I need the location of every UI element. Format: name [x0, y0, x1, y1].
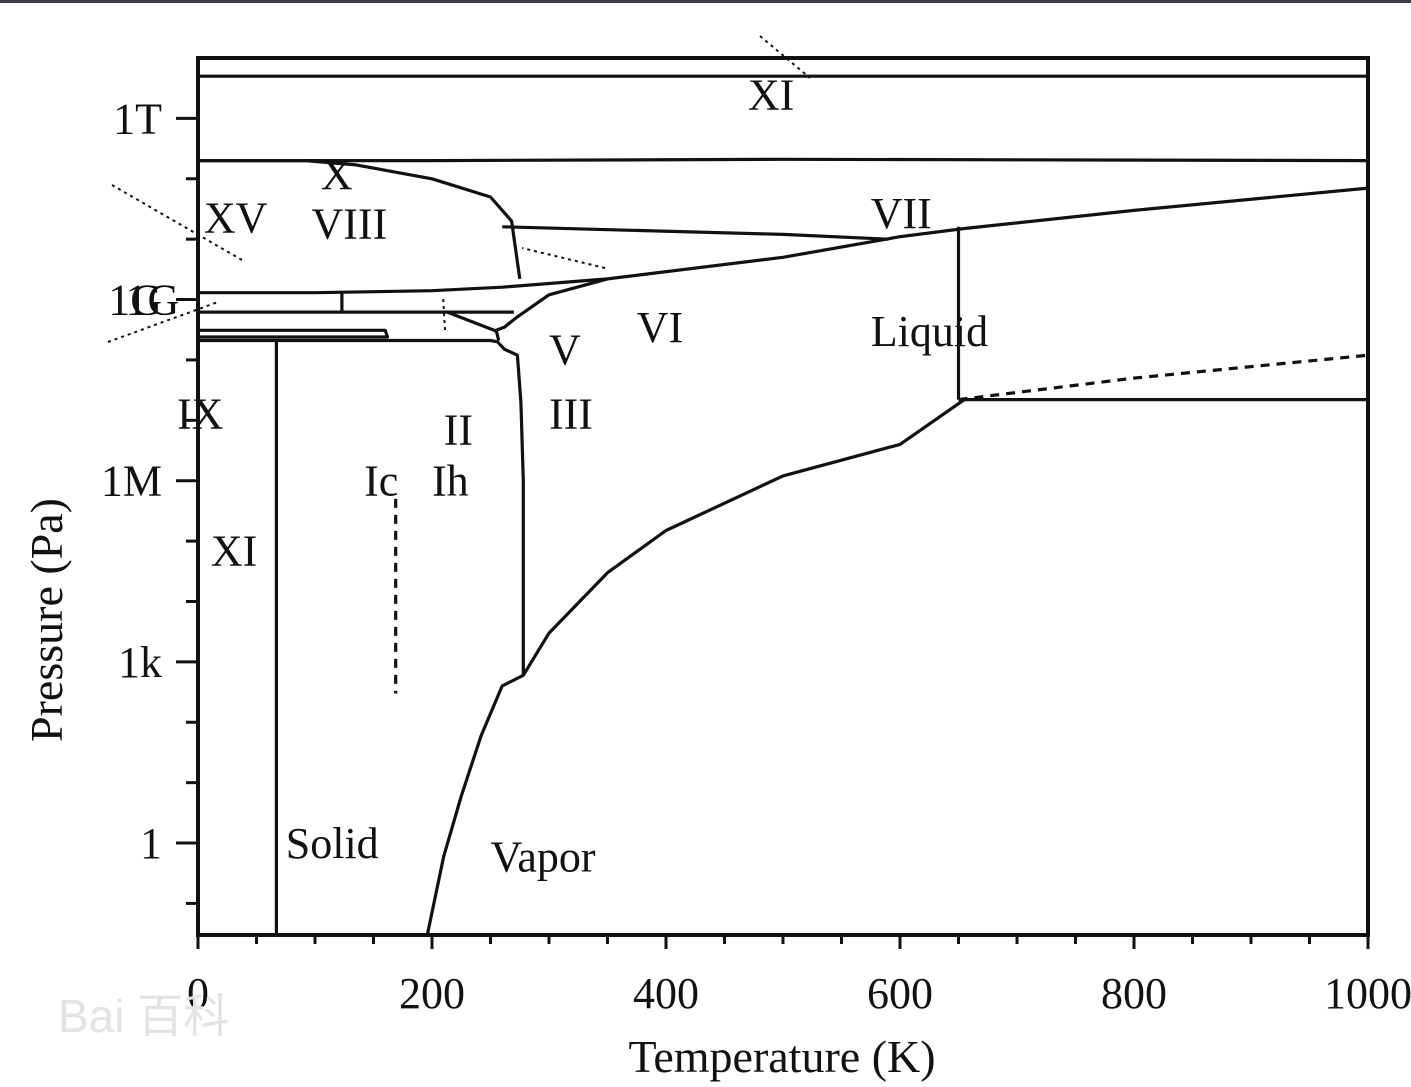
- region-label: Ih: [432, 457, 469, 506]
- phase-boundary-2: [198, 159, 522, 280]
- region-label: III: [549, 389, 593, 438]
- region-label: IX: [177, 389, 223, 438]
- phase-boundary-7: [198, 328, 390, 339]
- phase-boundary-4: [198, 159, 1370, 295]
- region-label: XV: [204, 193, 268, 242]
- phase-boundary-1: [198, 157, 1369, 163]
- phase-boundary-3: [502, 225, 889, 241]
- window-top-border: [0, 0, 1411, 3]
- x-tick-label: 0: [187, 969, 209, 1018]
- region-label: VI: [637, 303, 683, 352]
- y-tick-label: 1M: [101, 457, 162, 506]
- y-tick-label: 1k: [118, 638, 162, 687]
- region-label: Solid: [286, 819, 379, 868]
- x-axis-title: Temperature (K): [628, 1031, 935, 1082]
- region-label: Vapor: [491, 832, 596, 881]
- region-label: Liquid: [871, 307, 988, 356]
- region-label: X: [321, 150, 353, 199]
- y-tick-label: 1G: [108, 276, 162, 325]
- phase-boundary-8: [198, 338, 525, 676]
- x-tick-label: 600: [867, 969, 933, 1018]
- region-label: V: [549, 325, 581, 374]
- x-tick-label: 1000: [1324, 969, 1411, 1018]
- region-label: II: [444, 406, 473, 455]
- pointer-ii: [442, 295, 446, 331]
- phase-boundary-9: [446, 310, 501, 341]
- region-label: VII: [871, 189, 932, 238]
- phase-boundaries: [198, 74, 1370, 936]
- phase-boundary-15: [958, 353, 1369, 402]
- y-axis-ticks: 1 1k 1M 1G 1T: [101, 94, 198, 905]
- x-tick-label: 200: [399, 969, 465, 1018]
- phase-boundary-10: [493, 277, 608, 333]
- region-label: XI: [748, 70, 794, 119]
- phase-boundary-12: [425, 398, 966, 936]
- watermark-logo: Bai 百科: [58, 990, 229, 1042]
- y-axis-title: Pressure (Pa): [21, 498, 72, 742]
- region-label: 1G: [125, 276, 179, 325]
- x-tick-label: 400: [633, 969, 699, 1018]
- y-tick-label: 1T: [113, 94, 162, 143]
- pointer-ix: [107, 301, 219, 343]
- pointer-arrows: [107, 35, 811, 343]
- region-label: XI: [211, 526, 257, 575]
- region-label: Ic: [364, 457, 398, 506]
- y-tick-label: 1: [140, 819, 162, 868]
- region-label: VIII: [311, 200, 387, 249]
- x-axis-ticks: 0 200 400 600 800 1000: [187, 935, 1411, 1018]
- pointer-vi: [521, 247, 606, 269]
- x-tick-label: 800: [1101, 969, 1167, 1018]
